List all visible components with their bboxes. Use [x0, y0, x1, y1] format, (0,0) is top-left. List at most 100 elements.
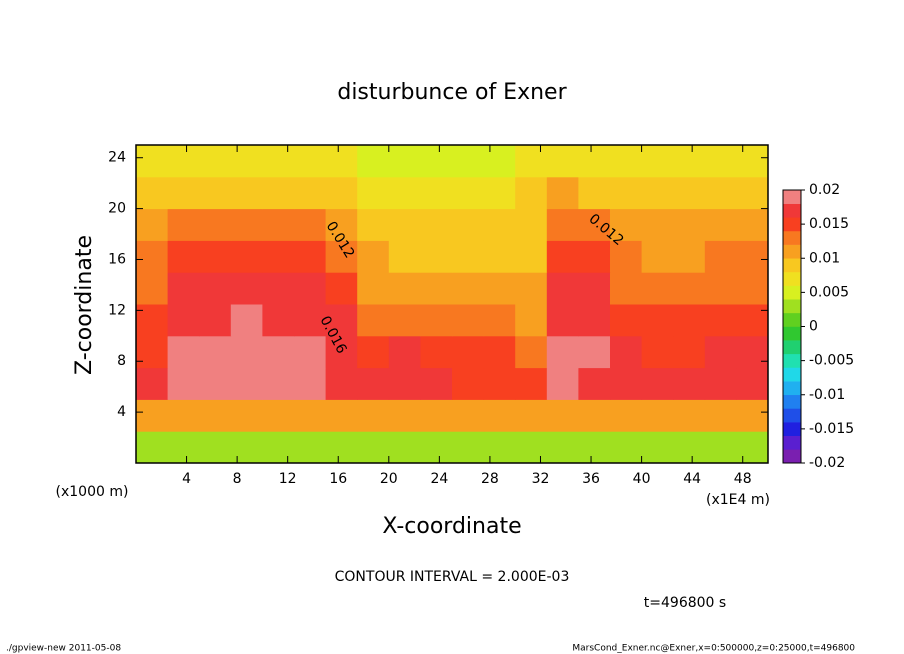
field-cell — [546, 399, 579, 432]
field-cell — [388, 399, 421, 432]
field-cell — [736, 399, 769, 432]
field-cell — [641, 145, 674, 178]
x-tick-label: 16 — [329, 471, 347, 487]
chart-title: disturbunce of Exner — [337, 80, 567, 105]
field-cell — [136, 272, 169, 305]
field-cell — [262, 304, 295, 337]
field-cell — [325, 240, 358, 273]
field-cell — [199, 208, 232, 241]
field-cell — [610, 335, 643, 369]
field-cell — [167, 431, 200, 464]
field-cell — [736, 145, 769, 178]
field-cell — [136, 304, 169, 337]
field-cell — [262, 272, 295, 305]
field-cell — [483, 367, 516, 400]
field-cell — [230, 399, 263, 432]
field-cell — [420, 272, 453, 305]
field-cell — [610, 399, 643, 432]
field-cell — [704, 208, 737, 241]
field-cell — [641, 272, 674, 305]
field-cell — [610, 367, 643, 400]
field-cell — [483, 399, 516, 432]
field-cell — [199, 272, 232, 305]
colorbar-tick-label: 0.005 — [809, 284, 849, 300]
colorbar-band — [783, 312, 801, 327]
field-cell — [167, 145, 200, 178]
field-cell — [483, 335, 516, 369]
field-cell — [641, 399, 674, 432]
field-cell — [610, 304, 643, 337]
x-unit: (x1E4 m) — [706, 492, 770, 508]
field-cell — [167, 208, 200, 241]
field-cell — [357, 367, 390, 400]
field-cell — [515, 431, 548, 464]
field-cell — [515, 367, 548, 400]
y-tick-label: 4 — [117, 404, 126, 420]
field-cell — [167, 399, 200, 432]
field-cell — [641, 304, 674, 337]
field-cell — [452, 208, 485, 241]
field-cell — [420, 145, 453, 178]
field-cell — [199, 145, 232, 178]
field-cell — [199, 399, 232, 432]
field-cell — [736, 272, 769, 305]
field-cell — [262, 367, 295, 400]
x-tick-label: 4 — [182, 471, 191, 487]
field-cell — [483, 176, 516, 210]
field-cell — [388, 208, 421, 241]
colorbar-band — [783, 353, 801, 368]
field-cell — [230, 272, 263, 305]
field-cell — [452, 335, 485, 369]
field-cell — [294, 367, 327, 400]
field-cell — [357, 335, 390, 369]
field-cell — [515, 335, 548, 369]
field-cell — [546, 431, 579, 464]
field-cell — [199, 431, 232, 464]
field-cell — [546, 208, 579, 241]
y-axis-label: Z-coordinate — [72, 235, 97, 375]
field-cell — [673, 208, 706, 241]
field-cell — [262, 399, 295, 432]
field-cell — [167, 304, 200, 337]
x-tick-label: 24 — [430, 471, 448, 487]
colorbar-band — [783, 203, 801, 218]
field-cell — [546, 335, 579, 369]
field-cell — [641, 335, 674, 369]
field-cell — [325, 431, 358, 464]
field-cell — [515, 304, 548, 337]
field-cell — [420, 208, 453, 241]
field-cell — [736, 335, 769, 369]
field-cell — [388, 367, 421, 400]
field-cell — [736, 176, 769, 210]
field-cell — [420, 367, 453, 400]
field-cell — [483, 208, 516, 241]
field-cell — [388, 176, 421, 210]
field-cell — [704, 272, 737, 305]
colorbar-band — [783, 381, 801, 396]
field-cell — [388, 335, 421, 369]
field-cell — [230, 431, 263, 464]
field-cell — [199, 304, 232, 337]
field-cell — [420, 176, 453, 210]
field-cell — [452, 240, 485, 273]
contour-interval: CONTOUR INTERVAL = 2.000E-03 — [335, 569, 570, 585]
y-tick-label: 12 — [108, 302, 126, 318]
field-cell — [294, 176, 327, 210]
colorbar-tick-label: 0.01 — [809, 250, 840, 266]
field-cell — [483, 431, 516, 464]
field-cell — [262, 176, 295, 210]
field-cell — [483, 240, 516, 273]
field-cell — [546, 145, 579, 178]
field-cell — [357, 304, 390, 337]
colorbar-band — [783, 326, 801, 341]
y-tick-label: 16 — [108, 251, 126, 267]
x-tick-label: 36 — [582, 471, 600, 487]
field-cell — [673, 272, 706, 305]
field-cell — [230, 304, 263, 337]
x-tick-label: 12 — [279, 471, 297, 487]
field-cell — [136, 176, 169, 210]
colorbar-band — [783, 408, 801, 423]
field-cell — [515, 145, 548, 178]
field-cell — [546, 176, 579, 210]
